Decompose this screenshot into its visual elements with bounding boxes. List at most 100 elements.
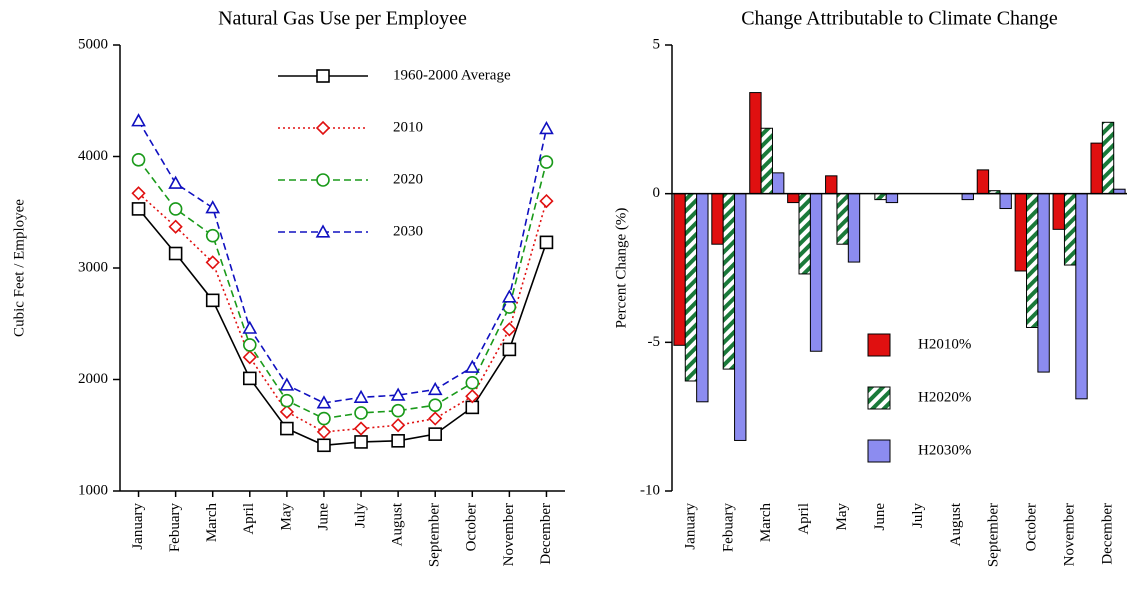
x-tick-label: April <box>241 503 257 535</box>
x-tick-label: January <box>682 503 698 550</box>
marker <box>242 338 257 352</box>
y-tick-label: 4000 <box>78 148 108 164</box>
marker <box>428 411 443 426</box>
marker <box>465 376 480 390</box>
marker <box>464 359 480 373</box>
y-tick-label: -10 <box>640 482 660 498</box>
marker <box>502 322 517 337</box>
marker <box>317 411 331 426</box>
y-tick-label: -5 <box>648 334 661 350</box>
marker <box>242 320 258 334</box>
marker <box>168 219 183 234</box>
y-tick-label: 2000 <box>78 371 108 387</box>
x-tick-label: October <box>1024 503 1040 551</box>
x-tick-label: April <box>796 503 812 535</box>
marker <box>428 427 443 441</box>
marker <box>280 421 294 436</box>
bar <box>847 193 861 263</box>
x-tick-label: Febuary <box>720 503 736 553</box>
legend-label: 2010 <box>393 119 423 135</box>
marker <box>315 224 331 238</box>
marker <box>316 173 330 187</box>
y-tick-label: 3000 <box>78 259 108 275</box>
x-tick-label: November <box>1062 503 1078 566</box>
x-tick-label: June <box>872 503 888 531</box>
marker <box>205 293 220 308</box>
legend-label: H2020% <box>918 389 971 405</box>
marker <box>168 175 183 189</box>
marker <box>502 289 517 303</box>
x-tick-label: August <box>390 502 406 546</box>
x-tick-label: October <box>464 503 480 551</box>
bar <box>734 193 747 441</box>
x-tick-label: May <box>834 503 850 531</box>
marker <box>316 424 332 440</box>
bar <box>696 193 709 403</box>
bar <box>749 92 762 195</box>
marker <box>428 398 443 412</box>
x-tick-label: November <box>501 503 517 566</box>
series-line <box>137 159 548 420</box>
bar <box>673 193 686 346</box>
marker <box>539 235 554 250</box>
x-tick-label: May <box>278 503 294 531</box>
marker <box>280 393 294 408</box>
marker <box>131 113 146 127</box>
y-tick-label: 0 <box>653 185 661 201</box>
bar <box>1101 121 1115 195</box>
series-line <box>137 208 548 447</box>
legend-label: H2030% <box>918 442 971 458</box>
y-axis-label: Percent Change (%) <box>613 208 629 329</box>
y-tick-label: 5000 <box>78 36 108 52</box>
marker <box>131 186 146 201</box>
x-tick-label: July <box>352 503 368 529</box>
x-tick-label: September <box>986 503 1002 567</box>
marker <box>205 200 221 214</box>
marker <box>168 202 183 216</box>
marker <box>168 246 183 261</box>
bar <box>1075 193 1088 400</box>
marker <box>502 342 517 357</box>
bar <box>825 175 838 195</box>
series-line <box>138 192 548 433</box>
bar <box>711 193 724 245</box>
x-tick-label: March <box>758 503 774 543</box>
marker <box>242 371 257 386</box>
marker <box>539 155 554 169</box>
legend-label: 1960-2000 Average <box>393 67 511 83</box>
bar <box>999 193 1012 210</box>
bar <box>722 193 736 370</box>
x-tick-label: January <box>130 503 146 550</box>
y-tick-label: 5 <box>653 36 661 52</box>
x-tick-label: December <box>1099 503 1115 565</box>
bar <box>836 193 849 245</box>
marker <box>315 120 331 136</box>
marker <box>242 350 257 365</box>
marker <box>131 153 146 167</box>
bar <box>976 169 990 195</box>
bar <box>1014 193 1028 272</box>
marker <box>353 421 369 436</box>
bar <box>787 193 800 204</box>
x-tick-label: August <box>948 502 964 546</box>
y-axis-label: Cubic Feet / Employee <box>11 199 27 337</box>
legend-label: 2020 <box>393 171 423 187</box>
marker <box>427 381 443 396</box>
marker <box>502 300 517 314</box>
marker <box>539 120 554 135</box>
bar <box>961 193 974 201</box>
x-tick-label: September <box>427 503 443 567</box>
marker <box>391 403 405 418</box>
legend-label: 2030 <box>393 223 423 239</box>
legend-swatch <box>867 386 891 410</box>
bar <box>809 193 823 352</box>
marker <box>465 389 480 404</box>
y-tick-label: 1000 <box>78 482 108 498</box>
marker <box>353 389 369 403</box>
legend-swatch <box>867 333 891 357</box>
bar <box>1090 142 1103 195</box>
x-tick-label: July <box>910 503 926 529</box>
chart-title: Change Attributable to Climate Change <box>741 8 1058 30</box>
marker <box>317 438 331 453</box>
